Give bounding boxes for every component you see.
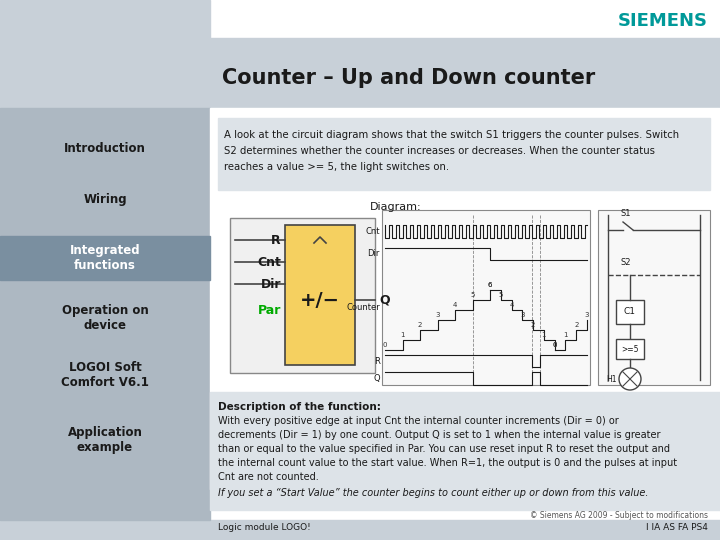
Text: Counter: Counter bbox=[346, 302, 380, 312]
Text: Q: Q bbox=[374, 374, 380, 383]
Text: LOGOI Soft
Comfort V6.1: LOGOI Soft Comfort V6.1 bbox=[61, 361, 149, 389]
Circle shape bbox=[619, 368, 641, 390]
Bar bbox=[616, 300, 644, 324]
Bar bbox=[0, 490, 210, 520]
Text: Introduction: Introduction bbox=[64, 141, 146, 154]
Text: 2: 2 bbox=[574, 322, 578, 328]
Bar bbox=[210, 392, 720, 510]
Text: reaches a value >= 5, the light switches on.: reaches a value >= 5, the light switches… bbox=[224, 162, 449, 172]
Text: than or equal to the value specified in Par. You can use reset input R to reset : than or equal to the value specified in … bbox=[218, 444, 670, 454]
Text: © Siemens AG 2009 - Subject to modifications: © Siemens AG 2009 - Subject to modificat… bbox=[530, 510, 708, 519]
Text: 1: 1 bbox=[563, 332, 568, 338]
Bar bbox=[0, 0, 210, 38]
Text: Dir: Dir bbox=[368, 249, 380, 259]
Text: 2: 2 bbox=[418, 322, 422, 328]
Text: R: R bbox=[374, 356, 380, 366]
Bar bbox=[0, 0, 720, 38]
Text: R: R bbox=[271, 233, 281, 246]
Text: 6: 6 bbox=[488, 282, 492, 288]
Text: 0: 0 bbox=[552, 342, 557, 348]
Text: Logic module LOGO!: Logic module LOGO! bbox=[218, 523, 311, 531]
Text: Diagram:: Diagram: bbox=[370, 202, 422, 212]
Text: S1: S1 bbox=[621, 209, 631, 218]
Text: +/−: +/− bbox=[300, 291, 340, 309]
Text: 4: 4 bbox=[453, 302, 457, 308]
Text: 1: 1 bbox=[400, 332, 405, 338]
Bar bbox=[0, 520, 720, 540]
Text: 4: 4 bbox=[510, 302, 514, 308]
Bar bbox=[210, 108, 720, 520]
Text: 1: 1 bbox=[541, 332, 546, 338]
Text: 2: 2 bbox=[531, 322, 536, 328]
Text: Wiring: Wiring bbox=[84, 193, 127, 206]
Text: 5: 5 bbox=[499, 292, 503, 298]
Text: S2 determines whether the counter increases or decreases. When the counter statu: S2 determines whether the counter increa… bbox=[224, 146, 655, 156]
Text: Dir: Dir bbox=[261, 278, 281, 291]
Text: Description of the function:: Description of the function: bbox=[218, 402, 381, 412]
Text: If you set a “Start Value” the counter begins to count either up or down from th: If you set a “Start Value” the counter b… bbox=[218, 488, 649, 498]
Text: I IA AS FA PS4: I IA AS FA PS4 bbox=[646, 523, 708, 531]
Text: Par: Par bbox=[258, 303, 281, 316]
Text: 6: 6 bbox=[488, 282, 492, 288]
Text: 0: 0 bbox=[552, 342, 557, 348]
Text: 0: 0 bbox=[383, 342, 387, 348]
Bar bbox=[230, 218, 375, 373]
Text: >=5: >=5 bbox=[621, 345, 639, 354]
Text: 5: 5 bbox=[470, 292, 474, 298]
Text: Cnt: Cnt bbox=[257, 255, 281, 268]
Text: 3: 3 bbox=[585, 312, 589, 318]
Text: SIEMENS: SIEMENS bbox=[618, 12, 708, 30]
Bar bbox=[598, 210, 710, 385]
Bar bbox=[285, 225, 355, 365]
Bar bbox=[616, 339, 644, 359]
Text: Q: Q bbox=[379, 294, 390, 307]
Bar bbox=[218, 118, 710, 190]
Text: With every positive edge at input Cnt the internal counter increments (Dir = 0) : With every positive edge at input Cnt th… bbox=[218, 416, 618, 426]
Text: S2: S2 bbox=[621, 258, 631, 267]
Bar bbox=[0, 108, 210, 520]
Text: the internal count value to the start value. When R=1, the output is 0 and the p: the internal count value to the start va… bbox=[218, 458, 677, 468]
Text: Application
example: Application example bbox=[68, 426, 143, 454]
Text: C1: C1 bbox=[624, 307, 636, 316]
Text: H1: H1 bbox=[606, 375, 617, 383]
Text: 3: 3 bbox=[436, 312, 440, 318]
Text: Counter – Up and Down counter: Counter – Up and Down counter bbox=[222, 68, 595, 88]
Text: decrements (Dir = 1) by one count. Output Q is set to 1 when the internal value : decrements (Dir = 1) by one count. Outpu… bbox=[218, 430, 660, 440]
Bar bbox=[0, 38, 720, 108]
Bar bbox=[0, 236, 210, 280]
Text: Cnt are not counted.: Cnt are not counted. bbox=[218, 472, 319, 482]
Text: Integrated
functions: Integrated functions bbox=[70, 244, 140, 272]
Text: Operation on
device: Operation on device bbox=[62, 304, 148, 332]
Text: A look at the circuit diagram shows that the switch S1 triggers the counter puls: A look at the circuit diagram shows that… bbox=[224, 130, 679, 140]
Bar bbox=[382, 210, 590, 385]
Text: Cnt: Cnt bbox=[366, 227, 380, 236]
Text: 3: 3 bbox=[520, 312, 525, 318]
